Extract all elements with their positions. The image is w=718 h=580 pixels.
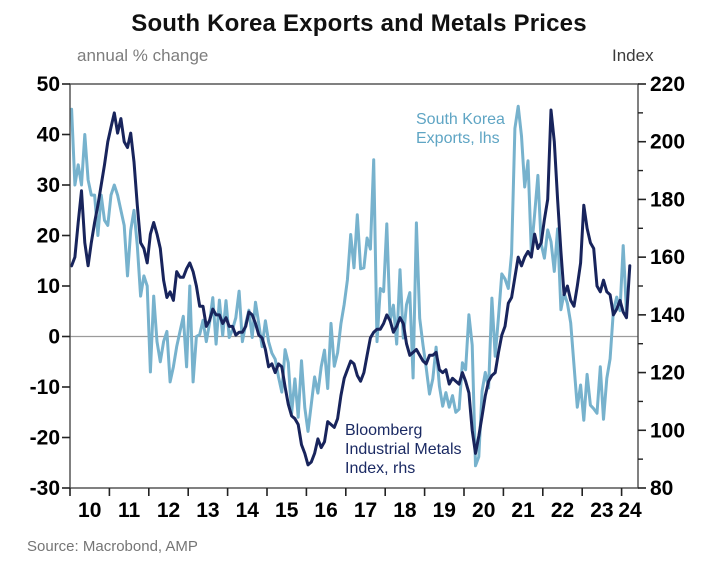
svg-text:0: 0 bbox=[48, 326, 60, 349]
svg-text:13: 13 bbox=[196, 499, 219, 522]
svg-text:16: 16 bbox=[314, 499, 337, 522]
svg-text:19: 19 bbox=[433, 499, 456, 522]
svg-text:-20: -20 bbox=[30, 427, 60, 450]
legend-metals-series: Bloomberg Industrial Metals Index, rhs bbox=[345, 421, 462, 478]
svg-text:22: 22 bbox=[551, 499, 574, 522]
svg-text:200: 200 bbox=[650, 131, 685, 154]
legend-metals-line2: Industrial Metals bbox=[345, 441, 462, 458]
source-note: Source: Macrobond, AMP bbox=[27, 538, 198, 555]
legend-metals-line1: Bloomberg bbox=[345, 422, 423, 439]
legend-exports-series: South Korea Exports, lhs bbox=[416, 110, 505, 148]
svg-text:24: 24 bbox=[618, 499, 642, 522]
svg-text:20: 20 bbox=[37, 225, 60, 248]
svg-text:120: 120 bbox=[650, 362, 685, 385]
svg-text:15: 15 bbox=[275, 499, 299, 522]
svg-text:21: 21 bbox=[511, 499, 535, 522]
svg-text:-30: -30 bbox=[30, 477, 60, 500]
left-axis-unit-label: annual % change bbox=[77, 46, 209, 65]
svg-text:140: 140 bbox=[650, 304, 685, 327]
legend-exports-line2: Exports, lhs bbox=[416, 130, 500, 147]
svg-text:17: 17 bbox=[354, 499, 377, 522]
svg-text:-10: -10 bbox=[30, 376, 60, 399]
svg-text:40: 40 bbox=[37, 124, 60, 147]
svg-text:30: 30 bbox=[37, 174, 60, 197]
svg-text:160: 160 bbox=[650, 246, 685, 269]
svg-text:14: 14 bbox=[236, 499, 260, 522]
svg-text:10: 10 bbox=[78, 499, 101, 522]
svg-text:100: 100 bbox=[650, 419, 685, 442]
svg-text:12: 12 bbox=[157, 499, 180, 522]
chart-title: South Korea Exports and Metals Prices bbox=[131, 10, 587, 37]
legend-exports-line1: South Korea bbox=[416, 111, 505, 128]
right-axis-unit-label: Index bbox=[612, 46, 654, 65]
svg-text:23: 23 bbox=[590, 499, 613, 522]
legend-metals-line3: Index, rhs bbox=[345, 460, 416, 477]
svg-text:50: 50 bbox=[37, 73, 60, 96]
svg-text:20: 20 bbox=[472, 499, 495, 522]
svg-text:220: 220 bbox=[650, 73, 685, 96]
svg-text:11: 11 bbox=[118, 499, 141, 522]
svg-text:180: 180 bbox=[650, 188, 685, 211]
svg-text:10: 10 bbox=[37, 275, 60, 298]
svg-text:18: 18 bbox=[393, 499, 417, 522]
svg-text:80: 80 bbox=[650, 477, 673, 500]
